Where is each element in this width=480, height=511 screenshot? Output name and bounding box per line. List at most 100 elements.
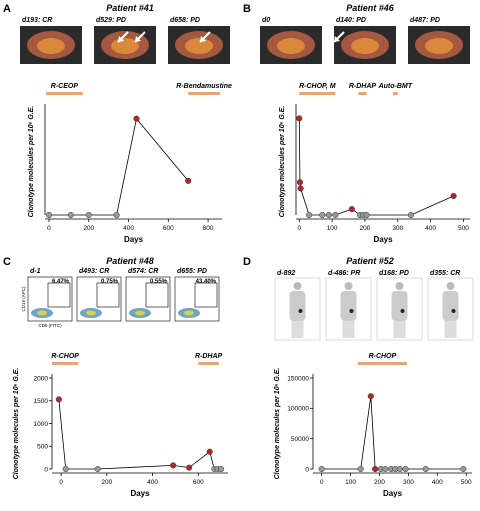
arrow-head	[200, 36, 206, 42]
data-point	[332, 211, 339, 219]
series-line	[321, 396, 464, 470]
treatment-bar	[188, 92, 221, 95]
gate-label: 43.40%	[196, 279, 217, 285]
panel-title: Patient #52	[346, 256, 394, 266]
scan-legs	[291, 321, 304, 338]
treatment-bar	[357, 362, 407, 365]
data-point	[185, 177, 192, 184]
scan-spot	[298, 309, 303, 313]
image-label: d574: CR	[128, 268, 158, 275]
scan-head	[395, 282, 404, 290]
y-tick-label: 50000	[291, 436, 309, 443]
treatment-label: R-CHOP	[369, 353, 397, 360]
data-point	[206, 448, 213, 455]
x-tick-label: 100	[327, 225, 338, 232]
data-point	[422, 465, 429, 473]
panel: B Patient #46 d0 d140: PD d487: PD 0 100 200 300…	[243, 3, 470, 244]
y-tick-label: 100000	[287, 406, 309, 413]
arrow	[117, 31, 129, 43]
panel-title: Patient #46	[346, 3, 395, 13]
panel-letter: C	[3, 256, 11, 268]
data-point	[450, 192, 457, 200]
treatment-label: R-DHAP	[195, 353, 223, 360]
x-tick-label: 400	[123, 225, 134, 232]
arrow-head	[118, 36, 124, 42]
image-label: d655: PD	[177, 268, 207, 275]
treatment-label: R-CHOP	[51, 353, 79, 360]
scan-torso	[340, 291, 357, 321]
x-tick-label: 400	[425, 225, 436, 232]
arrow	[333, 31, 345, 43]
data-point	[218, 465, 225, 473]
data-point	[319, 211, 326, 219]
data-point	[62, 465, 69, 473]
image-label: d-892	[277, 270, 295, 277]
data-point	[296, 115, 303, 122]
y-tick-label: 150000	[287, 375, 309, 382]
data-point	[133, 115, 140, 122]
panel-letter: D	[243, 256, 251, 268]
x-tick-label: 400	[432, 479, 443, 486]
gate-label: 6.47%	[52, 279, 70, 285]
y-axis-label: Clonotype molecules per 10⁶ G.E.	[13, 368, 20, 480]
data-point	[367, 393, 374, 400]
series-line	[298, 118, 454, 216]
treatment-bar	[299, 92, 336, 95]
x-tick-label: 500	[461, 479, 472, 486]
treatment-label: Auto-BMT	[378, 83, 413, 90]
x-axis-label: Days	[130, 489, 150, 498]
image-label: d-486: PR	[328, 270, 360, 277]
y-tick-label: 2000	[34, 375, 49, 382]
y-tick-label: 1500	[34, 398, 49, 405]
flow-cells-core	[86, 310, 96, 316]
data-point	[55, 396, 62, 403]
pet-body-inner	[277, 38, 305, 54]
y-axis-label: Clonotype molecules per 10⁶ G.E.	[274, 368, 281, 480]
scan-spot	[400, 309, 405, 313]
flow-gate	[145, 282, 169, 308]
data-point	[407, 211, 414, 219]
image-label: d0	[262, 17, 270, 24]
x-tick-label: 300	[392, 225, 403, 232]
data-point	[94, 465, 101, 473]
data-point	[306, 211, 313, 219]
x-axis-label: Days	[383, 489, 403, 498]
scan-legs	[393, 321, 406, 338]
pet-body-inner	[37, 38, 65, 54]
pet-body-inner	[111, 38, 139, 54]
y-tick-label: 0	[305, 466, 309, 473]
data-point	[357, 465, 364, 473]
data-point	[382, 465, 389, 473]
data-point	[85, 211, 92, 219]
treatment-label: R-CEOP	[51, 83, 79, 90]
image-label: d487: PD	[410, 17, 440, 24]
scan-head	[293, 282, 302, 290]
data-point	[170, 462, 177, 469]
scan-legs	[444, 321, 457, 338]
series-line	[58, 399, 222, 470]
arrow	[199, 31, 211, 43]
scan-spot	[349, 309, 354, 313]
data-point	[186, 464, 193, 471]
data-point	[372, 465, 379, 473]
flow-cells-core	[135, 310, 145, 316]
flow-x-label: CD5 (FITC)	[38, 323, 62, 328]
x-tick-label: 0	[59, 479, 63, 486]
panel-title: Patient #41	[106, 3, 154, 13]
pet-body-inner	[351, 38, 379, 54]
treatment-bar	[45, 92, 83, 95]
x-tick-label: 0	[297, 225, 301, 232]
data-point	[113, 211, 120, 219]
x-tick-label: 600	[193, 479, 204, 486]
x-tick-label: 300	[403, 479, 414, 486]
treatment-label: R-Bendamustine	[176, 83, 232, 90]
treatment-label: R-CHOP, M	[299, 83, 336, 90]
x-tick-label: 0	[47, 225, 51, 232]
panel: C Patient #48 d-1 6.47% d493: CR 0.75% d574: C…	[3, 256, 228, 498]
image-label: d658: PD	[170, 17, 200, 24]
image-label: d168: PD	[379, 270, 409, 277]
flow-cells-core	[37, 310, 47, 316]
image-label: d493: CR	[79, 268, 109, 275]
scan-head	[446, 282, 455, 290]
